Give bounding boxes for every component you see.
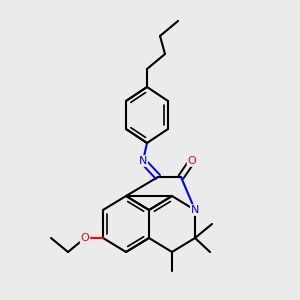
Text: N: N: [139, 156, 147, 166]
Text: O: O: [81, 233, 89, 243]
Text: N: N: [191, 205, 199, 215]
Text: O: O: [188, 156, 196, 166]
